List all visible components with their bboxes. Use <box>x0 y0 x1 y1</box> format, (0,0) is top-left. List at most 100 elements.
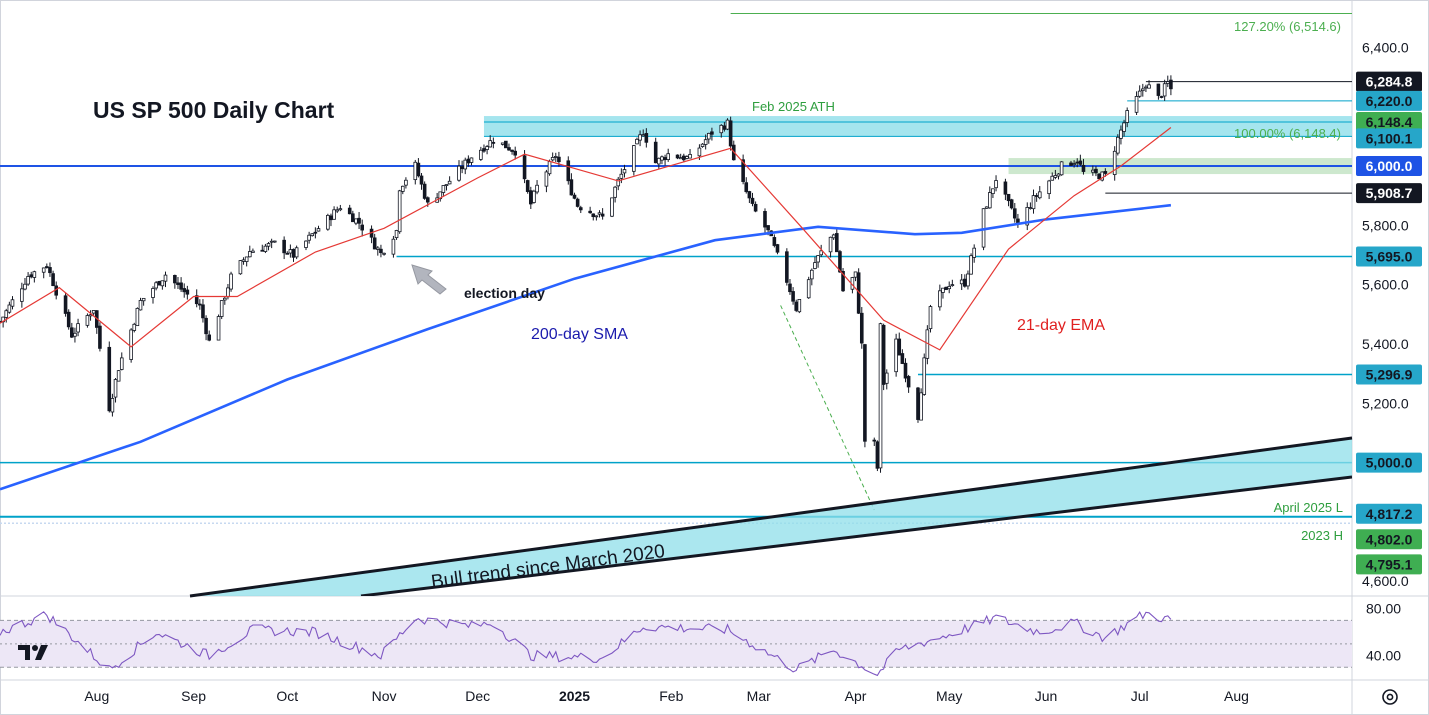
candle <box>404 177 408 189</box>
candle <box>1137 85 1142 98</box>
x-tick-label: Sep <box>181 688 206 704</box>
candle <box>635 137 639 145</box>
candle <box>491 137 496 149</box>
candle <box>113 378 118 403</box>
price-tag-text: 4,795.1 <box>1366 556 1413 572</box>
candle <box>207 330 212 342</box>
candle <box>116 370 121 382</box>
candle <box>485 145 489 155</box>
price-tag-text: 5,908.7 <box>1366 185 1413 201</box>
candle <box>791 287 795 305</box>
candle <box>23 278 27 291</box>
candle <box>129 328 133 363</box>
candle <box>944 286 948 291</box>
feb-ath-label: Feb 2025 ATH <box>752 99 835 114</box>
candle <box>747 190 752 204</box>
y-tick-label: 5,400.0 <box>1362 336 1409 352</box>
candle <box>73 327 77 343</box>
price-tag-text: 5,695.0 <box>1366 248 1413 264</box>
candle <box>550 152 555 162</box>
tag-6148: 6,148.4 <box>1356 112 1422 133</box>
tag-6000: 6,000.0 <box>1356 156 1422 177</box>
candle <box>703 134 708 150</box>
annotations: US SP 500 Daily Chart Feb 2025 ATH elect… <box>93 19 1343 543</box>
candle <box>194 289 199 308</box>
gear-icon[interactable] <box>1382 689 1398 705</box>
candle <box>394 229 399 240</box>
candle <box>457 160 461 182</box>
candle <box>444 184 449 191</box>
candle <box>41 267 46 279</box>
candle <box>806 276 811 299</box>
ema-21-line <box>0 127 1172 351</box>
candle <box>772 234 777 248</box>
candle <box>569 173 574 196</box>
candle <box>173 274 177 289</box>
candle <box>313 227 318 239</box>
candle <box>988 186 992 209</box>
candle <box>307 231 311 244</box>
candle <box>578 205 583 214</box>
y-tick-label: 4,600.0 <box>1362 573 1409 589</box>
candle <box>1003 178 1008 201</box>
candle <box>688 149 692 159</box>
candle <box>700 143 705 148</box>
candle <box>463 157 468 175</box>
candle <box>675 154 680 160</box>
candle <box>657 157 661 170</box>
x-tick-label: May <box>936 688 962 704</box>
candle <box>1050 172 1055 181</box>
candle <box>566 156 571 185</box>
candle <box>710 127 714 141</box>
candle <box>282 236 286 260</box>
candle <box>513 146 517 160</box>
candle <box>632 144 636 176</box>
candle <box>1012 203 1017 223</box>
candle <box>616 176 621 191</box>
candle <box>63 292 68 317</box>
candle <box>591 213 596 221</box>
x-tick-label: Nov <box>372 688 397 704</box>
x-tick-label: Dec <box>465 688 490 704</box>
candle <box>251 248 255 253</box>
candle <box>797 299 802 314</box>
candle <box>522 150 527 184</box>
projection-line <box>780 305 875 511</box>
candle <box>653 137 658 164</box>
x-tick-label: Mar <box>747 688 771 704</box>
candle <box>488 135 493 148</box>
candle <box>619 168 624 184</box>
candle <box>351 210 355 223</box>
candle <box>1006 193 1011 207</box>
candle <box>928 304 933 333</box>
candle <box>400 185 405 195</box>
candle <box>900 349 905 365</box>
candle <box>179 277 183 292</box>
x-tick-label: Oct <box>276 688 298 704</box>
candle <box>447 176 452 185</box>
price-tag-text: 5,296.9 <box>1366 367 1413 383</box>
candle <box>884 369 889 390</box>
candle <box>881 323 886 391</box>
candle <box>622 164 627 178</box>
candle <box>1037 186 1042 200</box>
candle <box>725 118 730 131</box>
candle <box>338 204 343 212</box>
candle <box>1169 75 1173 96</box>
candle <box>828 236 833 258</box>
candle <box>610 197 614 218</box>
candle <box>185 285 190 300</box>
candle <box>157 280 162 286</box>
x-tick-label: 2025 <box>559 688 590 704</box>
candle <box>1078 154 1083 166</box>
x-tick-label: Feb <box>659 688 683 704</box>
candle <box>70 322 74 339</box>
candle <box>813 256 817 270</box>
tag-5695: 5,695.0 <box>1356 246 1422 267</box>
candle <box>744 177 749 194</box>
candle <box>223 296 227 305</box>
candle <box>859 307 864 349</box>
candle <box>763 208 767 234</box>
candle <box>1081 158 1086 175</box>
candle <box>706 132 711 144</box>
